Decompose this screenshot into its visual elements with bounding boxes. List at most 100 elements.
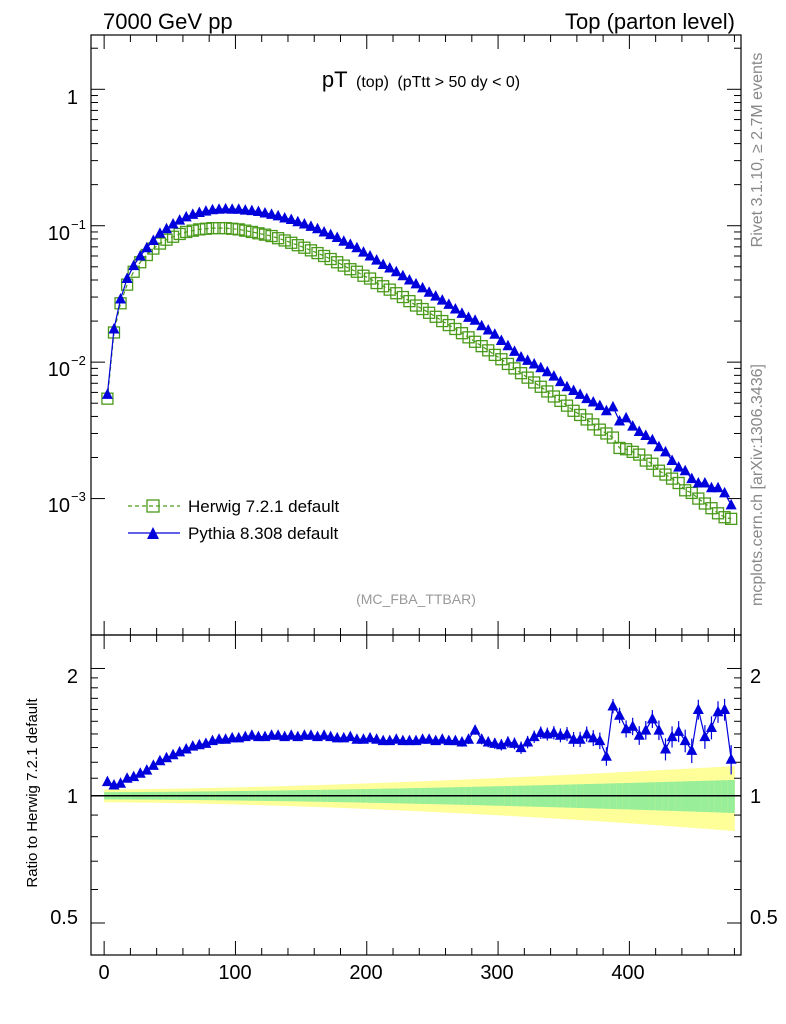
ratio-point xyxy=(719,703,731,714)
herwig-point xyxy=(725,512,738,526)
legend-herwig-marker xyxy=(146,499,160,513)
pythia-point xyxy=(259,206,271,218)
ratio-point xyxy=(659,742,671,754)
pythia-point xyxy=(712,481,724,493)
herwig-point xyxy=(226,222,239,235)
pythia-point xyxy=(574,388,586,399)
ratio-point xyxy=(640,724,652,735)
ratio-point xyxy=(627,720,639,731)
ratio-point xyxy=(423,733,435,744)
pythia-point xyxy=(449,303,461,314)
ratio-point xyxy=(174,745,186,757)
ratio-point xyxy=(154,754,166,766)
x-tick-label: 100 xyxy=(218,962,251,984)
herwig-point xyxy=(593,423,606,436)
pythia-point xyxy=(679,464,691,476)
ratio-point xyxy=(515,741,527,753)
herwig-point xyxy=(383,283,396,296)
pythia-point xyxy=(121,272,133,284)
ratio-point xyxy=(469,724,481,735)
pythia-point xyxy=(620,411,632,423)
ratio-point xyxy=(167,748,179,760)
herwig-point xyxy=(495,353,508,366)
pythia-point xyxy=(384,261,396,273)
ratio-point xyxy=(318,729,330,740)
legend-pythia-label: Pythia 8.308 default xyxy=(188,524,339,543)
pythia-point xyxy=(508,345,520,356)
herwig-point xyxy=(514,367,528,380)
main-panel-frame xyxy=(90,34,742,636)
plot-title: pT (top) (pTtt > 50 dy < 0) xyxy=(322,67,520,92)
herwig-point xyxy=(429,310,442,323)
herwig-point xyxy=(324,252,337,266)
herwig-point xyxy=(298,241,311,254)
ratio-point xyxy=(482,735,494,747)
pythia-point xyxy=(515,351,527,362)
main-y-tick-label: 1 xyxy=(67,87,78,109)
ratio-point xyxy=(364,731,376,743)
herwig-point xyxy=(639,454,652,467)
herwig-point xyxy=(475,339,488,353)
pythia-point xyxy=(719,486,731,498)
main-y-tick-exp: −3 xyxy=(71,489,86,504)
herwig-point xyxy=(436,314,449,328)
herwig-point xyxy=(350,265,364,278)
pythia-point xyxy=(357,246,369,257)
ratio-point xyxy=(285,729,297,740)
herwig-point xyxy=(488,348,501,362)
ratio-point xyxy=(390,733,402,744)
pythia-point xyxy=(725,498,737,510)
herwig-line xyxy=(106,227,732,520)
herwig-point xyxy=(718,511,731,524)
herwig-point xyxy=(501,357,515,371)
herwig-point xyxy=(403,294,416,308)
herwig-point xyxy=(390,287,403,300)
pythia-point xyxy=(436,294,448,305)
herwig-point xyxy=(180,225,193,239)
ratio-point xyxy=(495,738,507,750)
herwig-point xyxy=(278,234,291,247)
pythia-point xyxy=(456,307,468,318)
ratio-point xyxy=(246,729,258,740)
herwig-point xyxy=(160,233,173,246)
pythia-point xyxy=(272,209,284,221)
pythia-point xyxy=(686,472,698,484)
pythia-point xyxy=(541,365,553,377)
ratio-point xyxy=(476,733,488,744)
herwig-point xyxy=(285,236,298,249)
ratio-point xyxy=(548,726,560,738)
ratio-point xyxy=(200,737,212,748)
ratio-point xyxy=(141,764,153,775)
ratio-point xyxy=(686,744,698,755)
pythia-point xyxy=(154,227,166,238)
ratio-point xyxy=(463,733,475,744)
pythia-point xyxy=(469,314,481,325)
pythia-point xyxy=(627,420,639,431)
pythia-point xyxy=(325,228,337,240)
herwig-point xyxy=(245,225,259,239)
ratio-point xyxy=(692,703,704,714)
herwig-point xyxy=(646,457,659,470)
herwig-point xyxy=(672,476,685,490)
pythia-point xyxy=(305,220,317,231)
ratio-point xyxy=(574,733,586,744)
legend-pythia-marker xyxy=(147,527,159,539)
herwig-point xyxy=(468,335,482,348)
pythia-point xyxy=(587,396,599,407)
ratio-point xyxy=(522,735,534,747)
ratio-point xyxy=(344,730,356,742)
x-tick-label: 0 xyxy=(98,962,109,984)
ratio-point xyxy=(699,730,711,742)
ratio-point xyxy=(371,733,383,744)
series-pythia xyxy=(101,202,737,510)
header-left: 7000 GeV pp xyxy=(103,9,233,34)
pythia-point xyxy=(318,225,330,237)
pythia-point xyxy=(371,254,383,265)
ratio-point xyxy=(161,751,173,763)
ratio-y-tick-label: 0.5 xyxy=(50,907,78,929)
ratio-point xyxy=(528,730,540,742)
pythia-point xyxy=(535,361,547,373)
ratio-point xyxy=(325,730,337,742)
herwig-point xyxy=(600,427,613,440)
pythia-point xyxy=(390,265,402,277)
